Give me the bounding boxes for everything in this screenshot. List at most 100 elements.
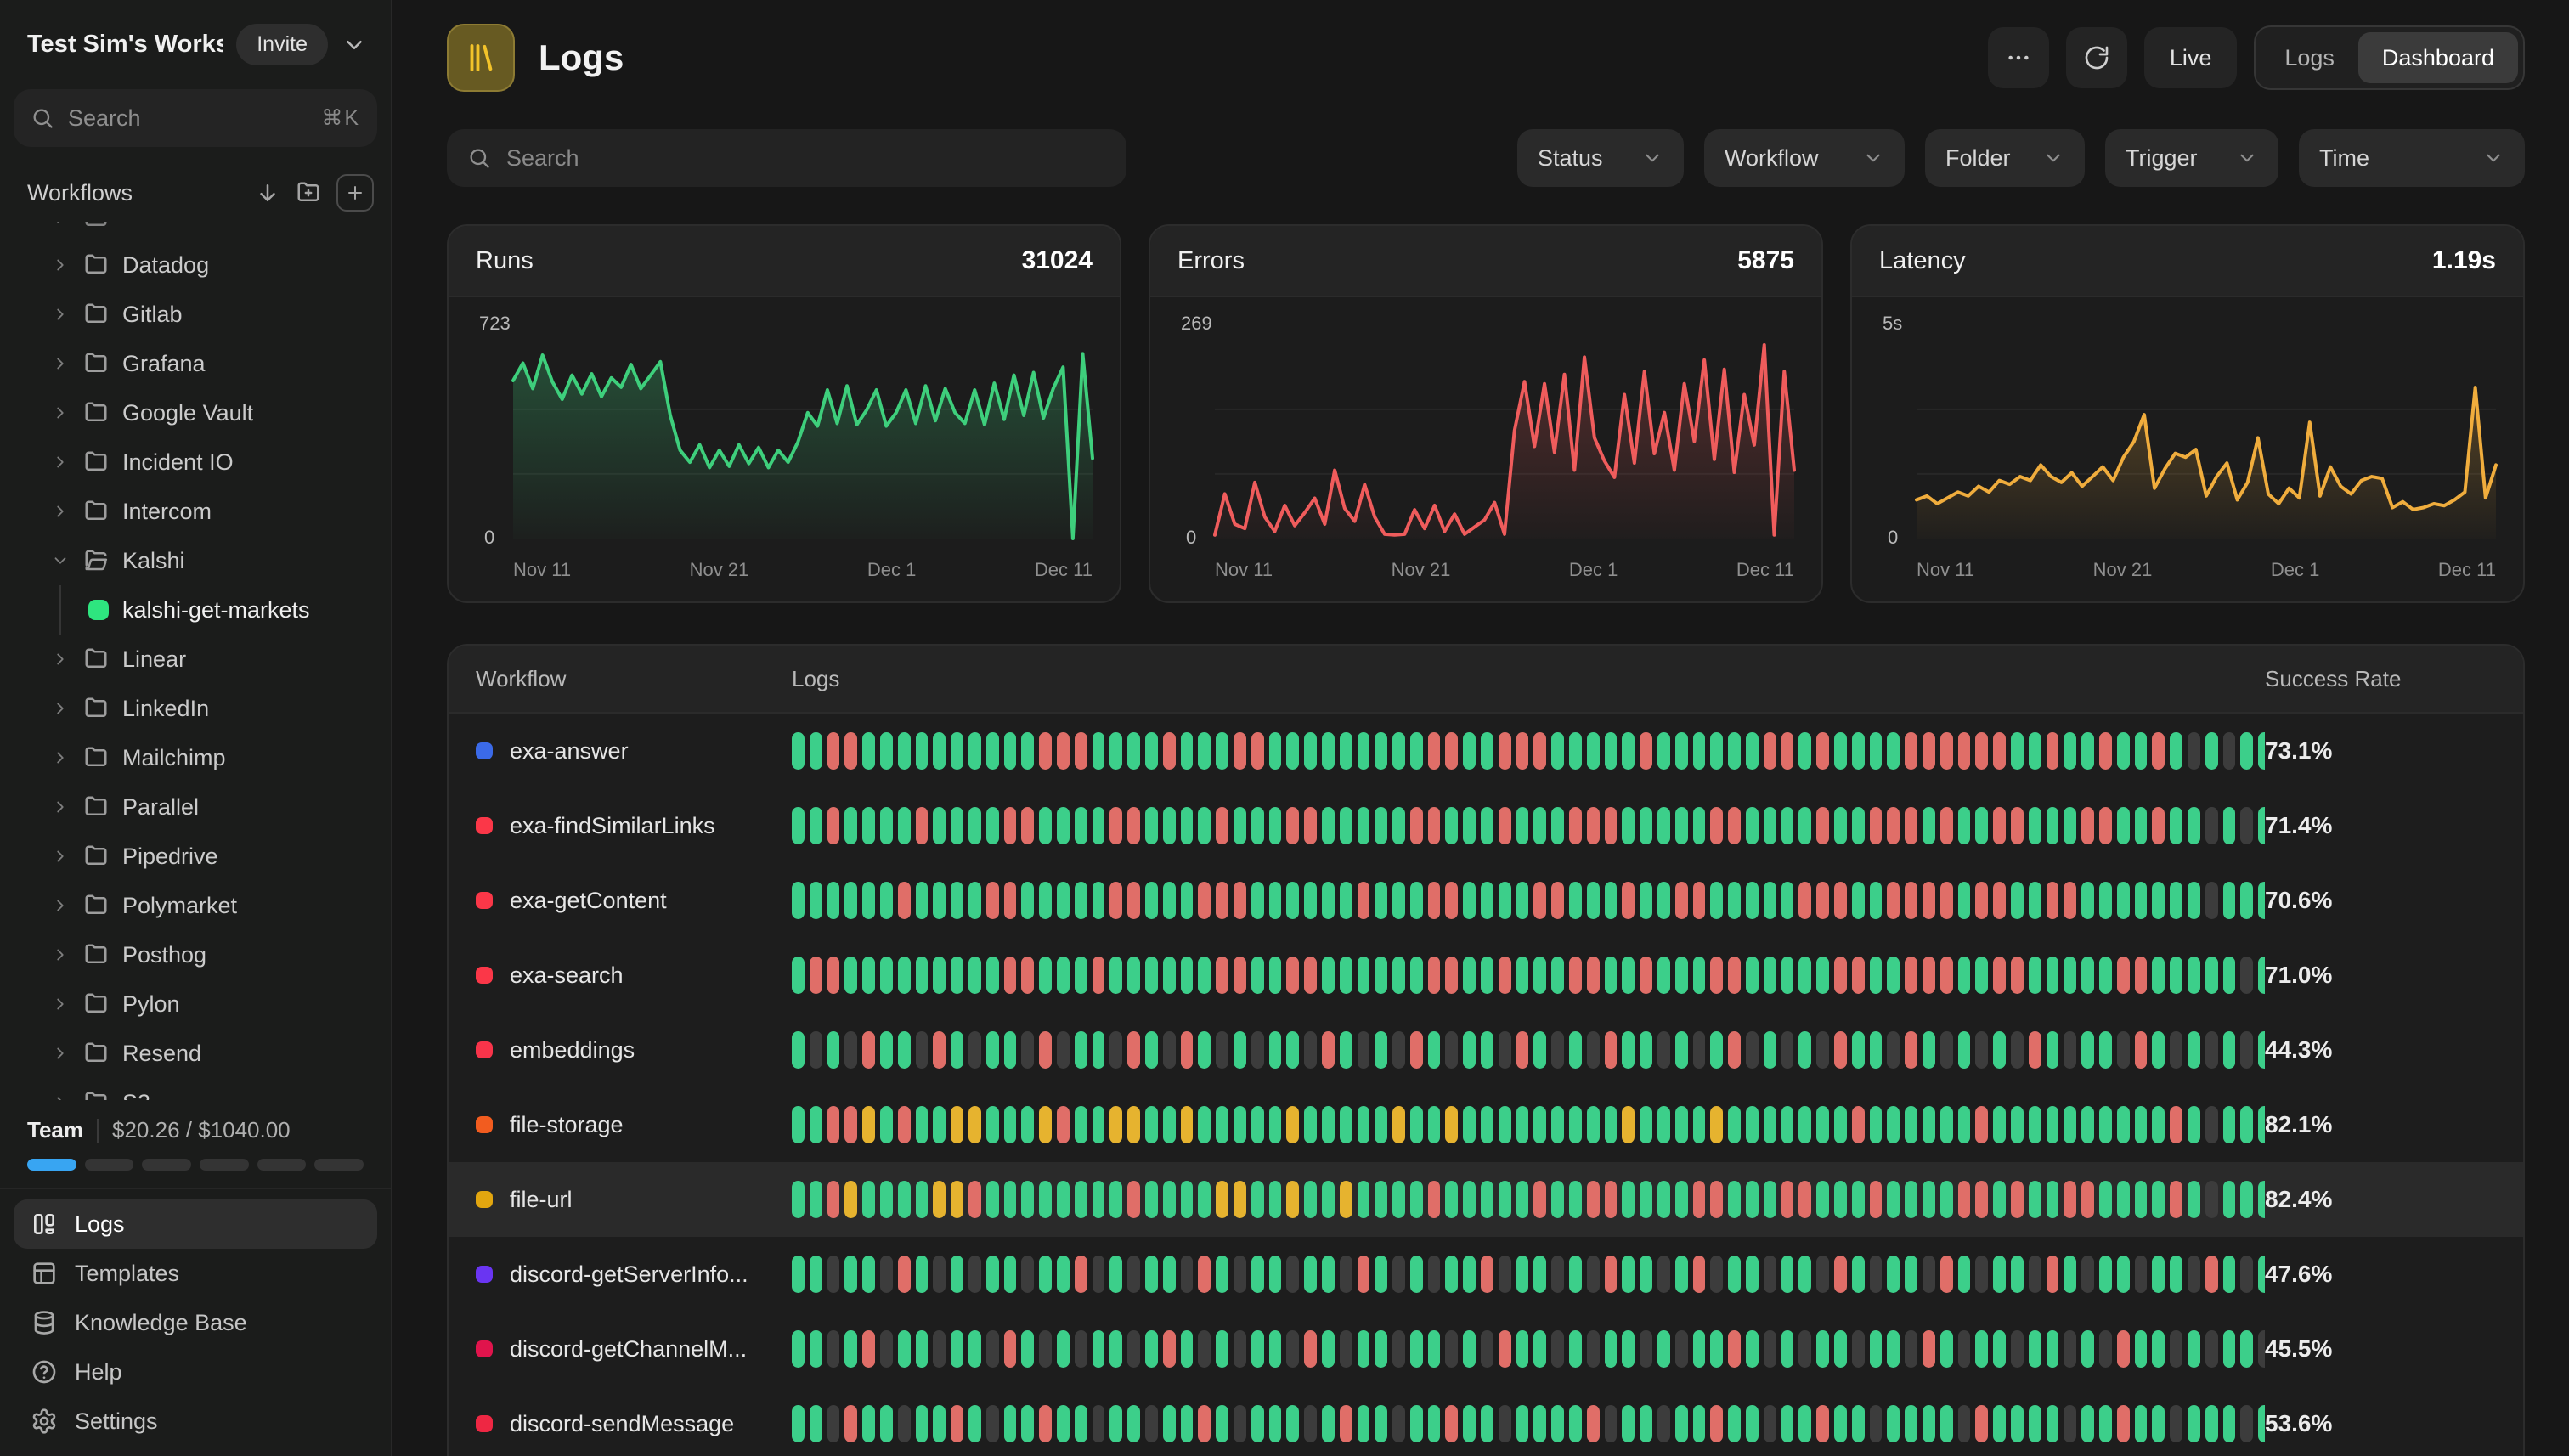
log-bar[interactable] [986,732,999,770]
log-bar[interactable] [2258,1106,2265,1143]
log-bar[interactable] [898,1405,911,1442]
log-bar[interactable] [1428,1106,1441,1143]
sidebar-item-grafana[interactable]: Grafana [0,339,391,388]
log-bar[interactable] [2011,1256,2024,1293]
log-bar[interactable] [2223,807,2236,844]
log-bar[interactable] [1798,1106,1811,1143]
log-bar[interactable] [951,1330,963,1368]
log-bar[interactable] [1375,882,1387,919]
log-bar[interactable] [1392,1256,1405,1293]
table-row-discord-sendmessage[interactable]: discord-sendMessage53.6% [449,1386,2523,1456]
log-bar[interactable] [2240,807,2253,844]
log-bar[interactable] [1004,1031,1017,1069]
log-bar[interactable] [1251,1031,1264,1069]
log-bar[interactable] [2099,732,2112,770]
log-bar[interactable] [1093,1181,1105,1218]
log-bar[interactable] [1657,957,1670,994]
log-bar[interactable] [1657,1405,1670,1442]
log-bar[interactable] [1216,732,1228,770]
log-bar[interactable] [1764,882,1776,919]
log-bar[interactable] [1216,1405,1228,1442]
log-bar[interactable] [1039,1405,1052,1442]
log-bar[interactable] [1905,732,1917,770]
table-row-exa-getcontent[interactable]: exa-getContent70.6% [449,863,2523,938]
log-bar[interactable] [1375,1106,1387,1143]
log-bar[interactable] [968,807,981,844]
log-bar[interactable] [2240,1106,2253,1143]
log-bar[interactable] [1163,1106,1176,1143]
log-bar[interactable] [986,1405,999,1442]
log-bar[interactable] [1834,957,1847,994]
log-bar[interactable] [1940,957,1953,994]
log-bar[interactable] [1269,957,1282,994]
log-bar[interactable] [2011,732,2024,770]
log-bar[interactable] [1905,807,1917,844]
log-bar[interactable] [1622,732,1635,770]
log-bar[interactable] [2011,1106,2024,1143]
sidebar-item-help[interactable]: Help [14,1347,377,1397]
log-bar[interactable] [2223,882,2236,919]
log-bar[interactable] [1021,957,1034,994]
log-bar[interactable] [1109,882,1122,919]
log-bar[interactable] [1657,1106,1670,1143]
log-bar[interactable] [1798,732,1811,770]
log-bar[interactable] [1181,807,1194,844]
log-bar[interactable] [2064,1181,2076,1218]
log-bar[interactable] [1816,807,1829,844]
log-bar[interactable] [1746,1330,1759,1368]
log-bar[interactable] [1304,1031,1317,1069]
log-bar[interactable] [1905,882,1917,919]
log-bar[interactable] [1021,1031,1034,1069]
log-bar[interactable] [1640,957,1652,994]
log-bar[interactable] [1693,1181,1706,1218]
log-bar[interactable] [1109,807,1122,844]
log-bar[interactable] [1993,1256,2006,1293]
log-bar[interactable] [1198,732,1211,770]
log-bar[interactable] [1286,807,1299,844]
log-bar[interactable] [1304,1330,1317,1368]
log-bar[interactable] [1428,957,1441,994]
log-bar[interactable] [1463,807,1476,844]
log-bar[interactable] [1039,732,1052,770]
log-bar[interactable] [898,807,911,844]
log-bar[interactable] [1781,732,1794,770]
log-bar[interactable] [1304,1256,1317,1293]
log-bar[interactable] [1710,1181,1723,1218]
sidebar-item-parallel[interactable]: Parallel [0,782,391,832]
log-bar[interactable] [933,1031,946,1069]
log-bar[interactable] [1940,1106,1953,1143]
log-bar[interactable] [2047,1031,2059,1069]
log-bar[interactable] [1109,957,1122,994]
sidebar-item-logs[interactable]: Logs [14,1199,377,1249]
log-bar[interactable] [1163,732,1176,770]
log-bar[interactable] [1057,732,1070,770]
log-bar[interactable] [898,957,911,994]
log-bar[interactable] [1269,1181,1282,1218]
log-bar[interactable] [933,1256,946,1293]
log-bar[interactable] [1587,882,1600,919]
workspace-name[interactable]: Test Sim's Works... [27,31,223,59]
log-bar[interactable] [1181,732,1194,770]
log-bar[interactable] [933,1330,946,1368]
log-bar[interactable] [1216,957,1228,994]
table-row-file-storage[interactable]: file-storage82.1% [449,1087,2523,1162]
log-bar[interactable] [1693,1106,1706,1143]
sidebar-item-posthog[interactable]: Posthog [0,930,391,979]
log-bar[interactable] [2205,957,2218,994]
log-bar[interactable] [1057,1181,1070,1218]
log-bar[interactable] [1445,807,1458,844]
log-bar[interactable] [2047,1106,2059,1143]
log-bar[interactable] [1958,732,1971,770]
log-bar[interactable] [1710,882,1723,919]
log-bar[interactable] [2240,957,2253,994]
log-bar[interactable] [1163,1031,1176,1069]
log-bar[interactable] [1675,1181,1688,1218]
log-bar[interactable] [792,1330,805,1368]
log-bar[interactable] [1269,732,1282,770]
log-bar[interactable] [1251,732,1264,770]
log-bar[interactable] [862,807,875,844]
log-bar[interactable] [862,882,875,919]
log-bar[interactable] [2029,732,2041,770]
log-bar[interactable] [1057,957,1070,994]
log-bar[interactable] [810,732,822,770]
